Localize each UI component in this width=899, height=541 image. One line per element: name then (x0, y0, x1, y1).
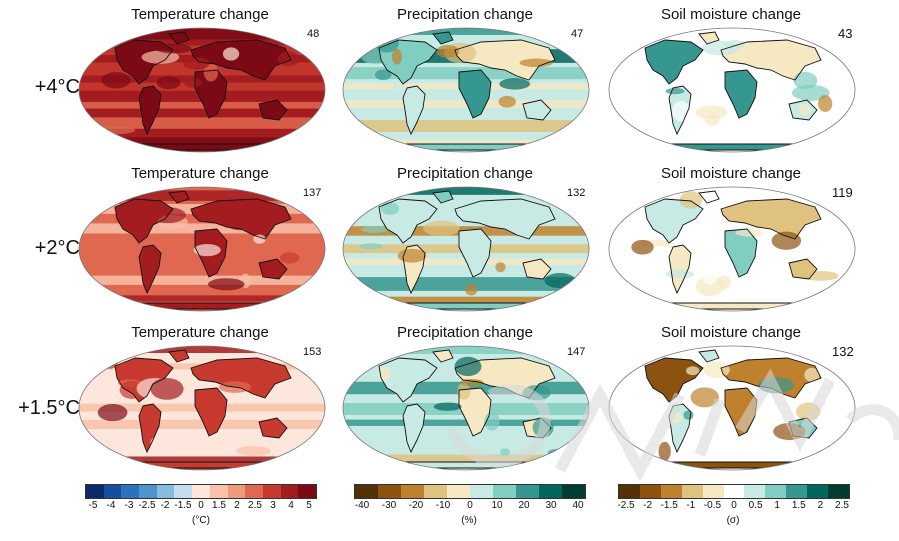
soil-moisture-map (608, 186, 856, 312)
colorbar-tick: 0 (198, 500, 204, 511)
model-count: 43 (838, 26, 853, 41)
model-count: 47 (571, 28, 584, 40)
soil-moisture-colorbar-ticks: -2.5 -2 -1.5 -1 -0.5 0 0.5 1 1.5 2 2.5 (617, 500, 850, 514)
temperature-colorbar-ticks: -5 -4 -3 -2.5 -2 -1.5 0 1.5 2 2.5 3 4 5 (85, 500, 317, 514)
colorbar-tick: 1.5 (212, 500, 226, 511)
precipitation-colorbar (354, 484, 586, 499)
panel-title-precipitation: Precipitation change (397, 6, 533, 23)
colorbar-tick: -10 (435, 500, 451, 511)
panel-title-soil-moisture: Soil moisture change (660, 324, 802, 341)
model-count: 147 (567, 346, 586, 358)
panel-title-temperature: Temperature change (131, 324, 269, 341)
colorbar-tick: 2 (234, 500, 240, 511)
temperature-colorbar (85, 484, 317, 499)
colorbar-tick: -1.5 (174, 500, 192, 511)
colorbar-tick: 2 (817, 500, 824, 511)
colorbar-tick: 40 (572, 500, 584, 511)
colorbar-tick: -2.5 (138, 500, 156, 511)
colorbar-tick: 0 (731, 500, 737, 511)
soil-moisture-map (608, 27, 856, 153)
colorbar-tick: 0 (467, 500, 473, 511)
precipitation-map (342, 186, 590, 312)
model-count: 153 (303, 346, 322, 358)
soil-moisture-unit: (σ) (726, 515, 740, 526)
panel-title-precipitation: Precipitation change (397, 324, 533, 341)
colorbar-tick: 0.5 (748, 500, 763, 511)
panel-title-soil-moisture: Soil moisture change (660, 6, 802, 23)
row-label-1-5c: +1.5°C (18, 397, 80, 419)
panel-title-temperature: Temperature change (131, 6, 269, 23)
soil-moisture-colorbar (618, 484, 850, 499)
precipitation-unit: (%) (461, 515, 477, 526)
model-count: 132 (832, 344, 854, 359)
colorbar-tick: -30 (381, 500, 397, 511)
model-count: 137 (303, 187, 322, 199)
colorbar-tick: -0.5 (703, 500, 722, 511)
model-count: 48 (307, 28, 320, 40)
colorbar-tick: -2 (643, 500, 653, 511)
colorbar-tick: 2.5 (248, 500, 262, 511)
colorbar-tick: -3 (124, 500, 134, 511)
colorbar-tick: 10 (491, 500, 503, 511)
colorbar-tick: 3 (270, 500, 276, 511)
panel-title-precipitation: Precipitation change (397, 165, 533, 182)
colorbar-tick: 2.5 (835, 500, 849, 511)
row-label-2c: +2°C (34, 237, 80, 259)
precipitation-map (342, 27, 590, 153)
colorbar-tick: -1 (686, 500, 696, 511)
row-label-4c: +4°C (34, 76, 80, 98)
colorbar-tick: -4 (106, 500, 116, 511)
precipitation-colorbar-ticks: -40 -30 -20 -10 0 10 20 30 40 (354, 500, 586, 514)
colorbar-tick: 1 (774, 500, 780, 511)
panel-title-temperature: Temperature change (131, 165, 269, 182)
colorbar-tick: -20 (408, 500, 424, 511)
panel-title-soil-moisture: Soil moisture change (660, 165, 802, 182)
precipitation-map (342, 345, 590, 471)
colorbar-tick: -2 (160, 500, 170, 511)
colorbar-tick: 5 (306, 500, 312, 511)
temperature-map (78, 186, 326, 312)
model-count: 132 (567, 187, 586, 199)
colorbar-tick: 30 (545, 500, 557, 511)
colorbar-tick: -40 (354, 500, 370, 511)
colorbar-tick: -5 (88, 500, 98, 511)
temperature-map (78, 345, 326, 471)
colorbar-tick: 1.5 (791, 500, 806, 511)
colorbar-tick: -2.5 (617, 500, 635, 511)
model-count: 119 (832, 185, 853, 200)
temperature-unit: (°C) (192, 515, 210, 526)
temperature-map (78, 27, 326, 153)
colorbar-tick: -1.5 (660, 500, 678, 511)
colorbar-tick: 20 (518, 500, 530, 511)
colorbar-tick: 4 (288, 500, 294, 511)
soil-moisture-map (608, 345, 856, 471)
